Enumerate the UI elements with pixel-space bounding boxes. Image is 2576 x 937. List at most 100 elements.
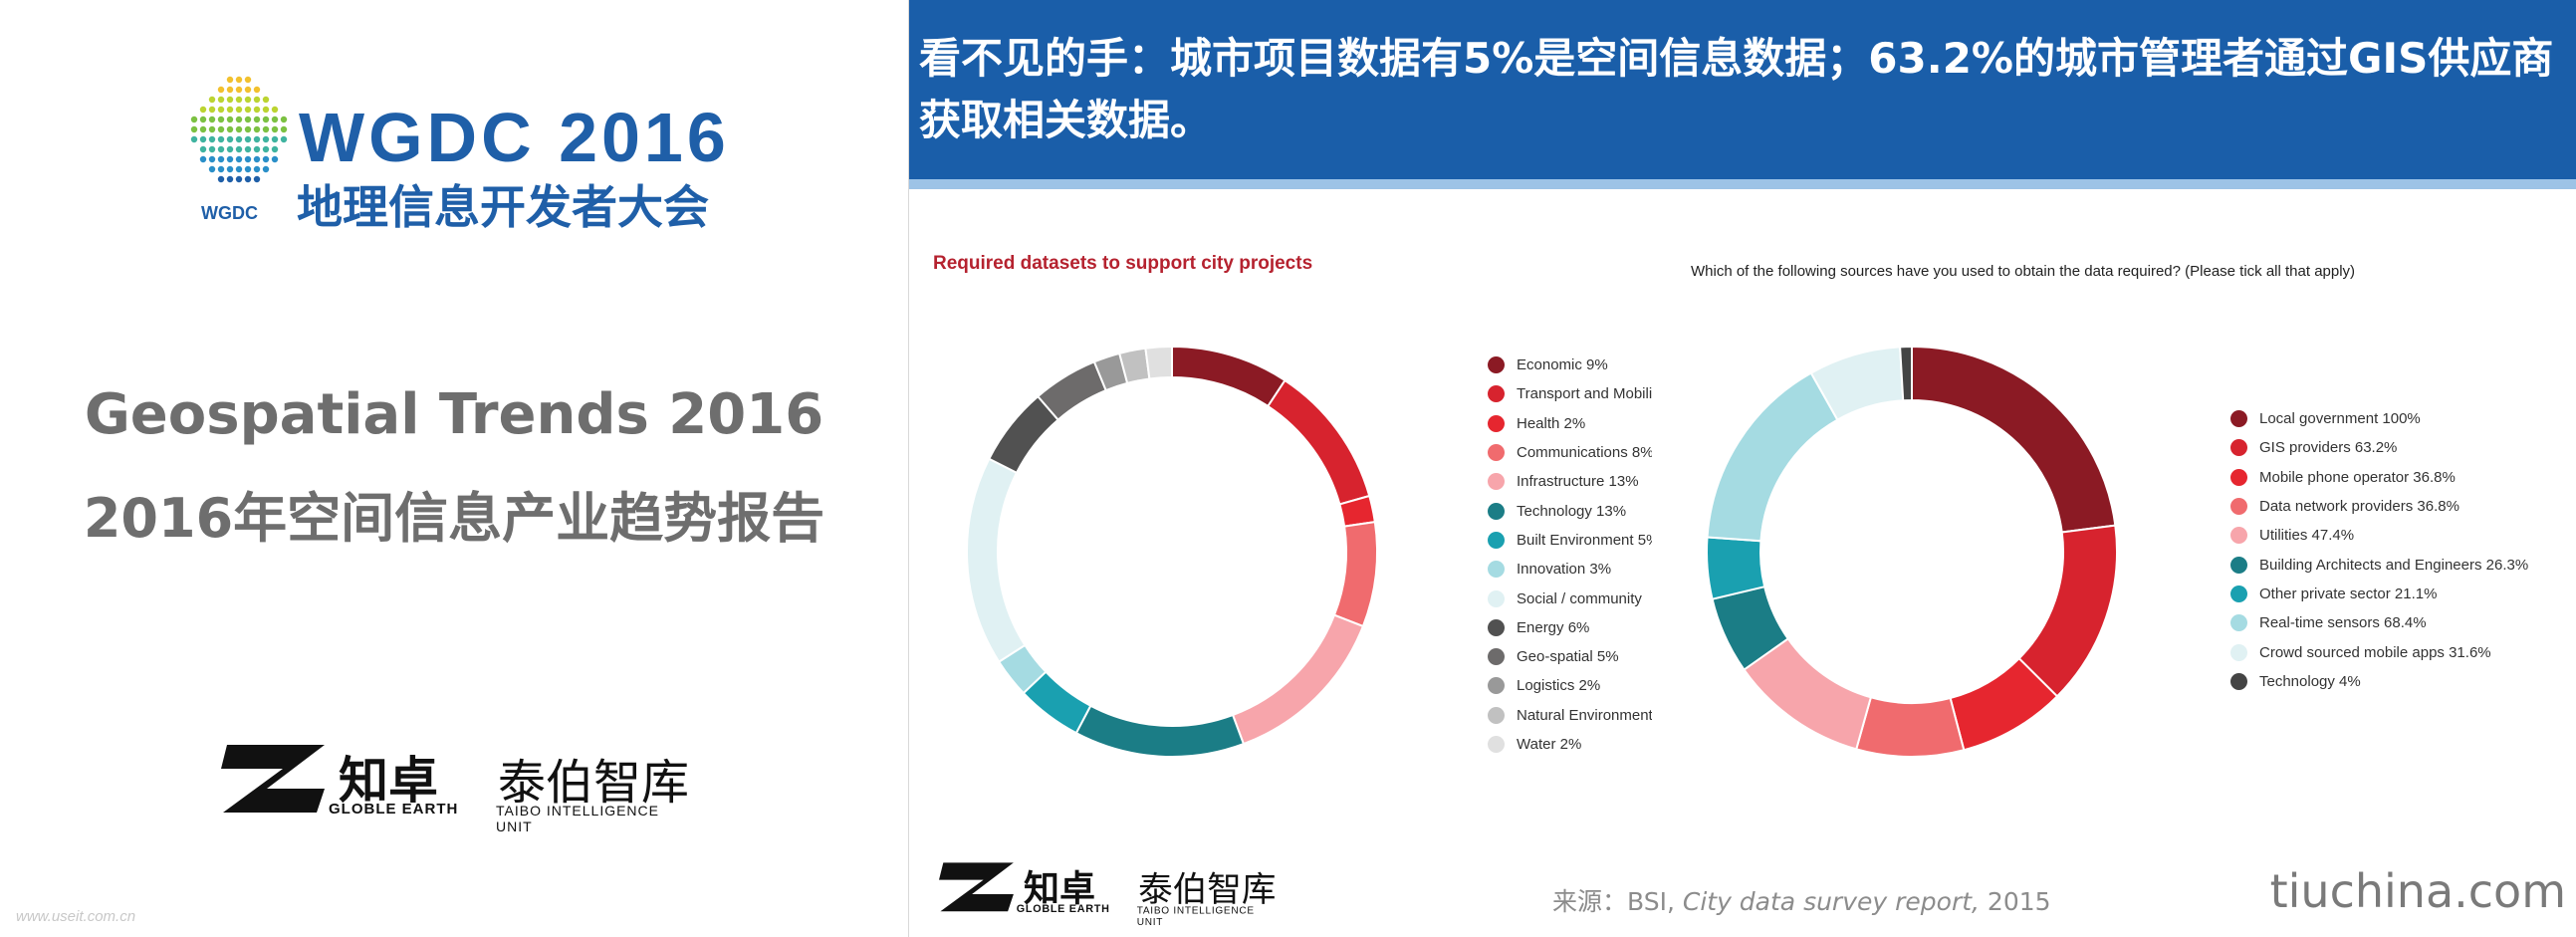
globe-dot (199, 106, 207, 114)
footer-brand-logo: 知卓 GLOBLE EARTH 泰伯智库 TAIBO INTELLIGENCE … (939, 858, 1284, 927)
legend-swatch (1488, 589, 1505, 607)
report-title-chinese: 2016年空间信息产业趋势报告 (83, 487, 825, 550)
legend-label: Mobile phone operator 36.8% (2259, 468, 2456, 486)
legend-swatch (1488, 561, 1505, 579)
globe-dot (235, 86, 243, 94)
globe-dot (208, 96, 216, 104)
globe-dot (199, 145, 207, 153)
globe-dot (235, 155, 243, 163)
chart1-donut (966, 345, 1378, 758)
legend-swatch (1488, 618, 1505, 636)
legend-swatch (1488, 648, 1505, 666)
globe-dot (235, 135, 243, 143)
legend-label: Economic 9% (1517, 356, 1608, 374)
globe-dot (226, 86, 234, 94)
globe-dot (271, 116, 279, 123)
z-mark-icon (939, 862, 1014, 912)
globe-dot (244, 145, 252, 153)
header-divider (909, 179, 2576, 189)
legend-swatch (2230, 468, 2247, 486)
globe-dot (235, 106, 243, 114)
headline: 看不见的手：城市项目数据有5%是空间信息数据；63.2%的城市管理者通过GIS供… (919, 34, 2554, 144)
donut-slice-gis-providers (2017, 524, 2118, 698)
legend-item: Transport and Mobili (1488, 379, 1652, 408)
globe-dot (271, 145, 279, 153)
globe-dot (208, 135, 216, 143)
globe-dot (262, 116, 270, 123)
chart1-title: Required datasets to support city projec… (933, 253, 1313, 274)
brand-logo: 知卓 GLOBLE EARTH 泰伯智库 TAIBO INTELLIGENCE … (221, 739, 699, 834)
legend-swatch (1488, 414, 1505, 432)
legend-item: Infrastructure 13% (1488, 467, 1652, 496)
donut-slice-communications (1332, 520, 1378, 628)
brand-name-en: GLOBLE EARTH (1016, 902, 1110, 915)
legend-label: Natural Environment (1517, 706, 1652, 724)
globe-dot (262, 106, 270, 114)
legend-item: Building Architects and Engineers 26.3% (2230, 550, 2528, 579)
legend-swatch (1488, 706, 1505, 724)
globe-dot (226, 155, 234, 163)
globe-dot (271, 135, 279, 143)
globe-dot (244, 106, 252, 114)
legend-label: Local government 100% (2259, 410, 2421, 428)
globe-dot (199, 135, 207, 143)
globe-dot (217, 175, 225, 183)
globe-dot (244, 175, 252, 183)
chart2-donut (1706, 345, 2118, 758)
globe-dot (244, 76, 252, 84)
globe-dot (262, 145, 270, 153)
left-title-panel: WGDC 2016 地理信息开发者大会 WGDC Geospatial Tren… (0, 0, 909, 937)
globe-dot (217, 155, 225, 163)
legend-label: Utilities 47.4% (2259, 527, 2355, 545)
chart2-title: Which of the following sources have you … (1691, 263, 2356, 280)
globe-dot (199, 116, 207, 123)
legend-label: Geo-spatial 5% (1517, 648, 1619, 666)
legend-item: Technology 4% (2230, 667, 2528, 696)
globe-dot (217, 125, 225, 133)
globe-dot (244, 155, 252, 163)
globe-dot (217, 96, 225, 104)
donut-slice-real-time-sensors (1706, 371, 1839, 543)
legend-item: Mobile phone operator 36.8% (2230, 463, 2528, 492)
legend-swatch (2230, 410, 2247, 428)
globe-dot (280, 116, 288, 123)
brand-unit-zh: 泰伯智库 (498, 755, 690, 811)
globe-dot (244, 165, 252, 173)
wgdc-logo: WGDC 2016 地理信息开发者大会 WGDC (189, 68, 747, 234)
globe-dot (253, 175, 261, 183)
globe-dot (235, 96, 243, 104)
globe-dot (208, 106, 216, 114)
legend-item: Innovation 3% (1488, 555, 1652, 584)
brand-name-en: GLOBLE EARTH (329, 801, 459, 818)
globe-dot (280, 125, 288, 133)
globe-dot (253, 135, 261, 143)
globe-dot (235, 76, 243, 84)
globe-dot (217, 106, 225, 114)
globe-dot (217, 116, 225, 123)
site-watermark: tiuchina.com (2269, 864, 2566, 918)
globe-dot (244, 86, 252, 94)
legend-label: Transport and Mobili (1517, 385, 1652, 403)
legend-item: Communications 8% (1488, 438, 1652, 467)
legend-label: Built Environment 5% (1517, 531, 1652, 549)
globe-dot (208, 155, 216, 163)
globe-dot (244, 125, 252, 133)
legend-swatch (2230, 527, 2247, 545)
legend-item: Logistics 2% (1488, 671, 1652, 700)
globe-dot (235, 165, 243, 173)
donut-slice-social-community (966, 457, 1027, 663)
source-title: City data survey report, (1682, 887, 1980, 916)
globe-dot (244, 116, 252, 123)
globe-dot (262, 165, 270, 173)
globe-dot (217, 145, 225, 153)
legend-item: Social / community (1488, 584, 1652, 612)
donut-slice-data-network-providers (1855, 696, 1966, 758)
donut-slice-transport-and-mobili (1266, 378, 1371, 506)
globe-dot (208, 165, 216, 173)
globe-dot (235, 125, 243, 133)
legend-swatch (1488, 677, 1505, 695)
report-title-english: Geospatial Trends 2016 (84, 382, 824, 447)
globe-dot (253, 165, 261, 173)
legend-label: Other private sector 21.1% (2259, 585, 2438, 602)
globe-dot (280, 135, 288, 143)
